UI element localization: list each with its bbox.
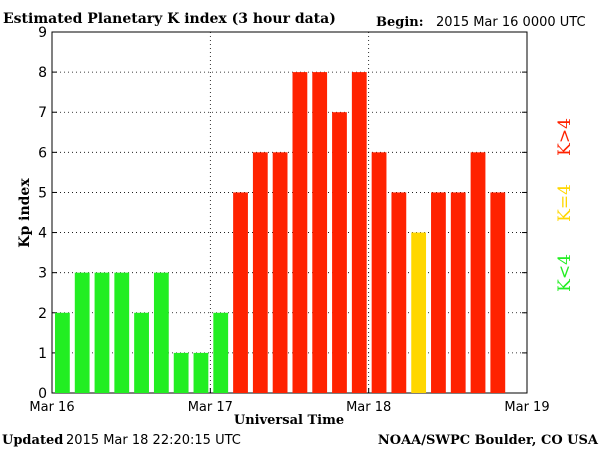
bar bbox=[450, 192, 466, 393]
updated-value: 2015 Mar 18 22:20:15 UTC bbox=[66, 433, 241, 448]
bar bbox=[213, 312, 229, 393]
x-tick-label: Mar 19 bbox=[504, 400, 549, 415]
y-tick-label: 5 bbox=[38, 185, 47, 201]
x-tick-label: Mar 16 bbox=[29, 400, 74, 415]
y-tick-label: 1 bbox=[38, 346, 47, 362]
y-tick-label: 6 bbox=[38, 145, 47, 161]
y-tick-label: 8 bbox=[38, 65, 47, 81]
bar bbox=[193, 352, 209, 393]
bar bbox=[391, 192, 407, 393]
begin-label: Begin: bbox=[376, 15, 424, 30]
y-tick-label: 0 bbox=[38, 386, 47, 402]
bar bbox=[490, 192, 506, 393]
legend-k-gt-4: K>4 bbox=[555, 118, 575, 156]
legend-k-eq-4: K=4 bbox=[555, 184, 575, 222]
bar bbox=[153, 272, 169, 393]
y-tick-label: 4 bbox=[38, 226, 47, 242]
bar bbox=[94, 272, 110, 393]
bar bbox=[431, 192, 446, 393]
bar bbox=[233, 192, 248, 393]
bar bbox=[74, 272, 90, 393]
bar bbox=[55, 312, 70, 393]
x-tick-label: Mar 17 bbox=[188, 400, 233, 415]
bar bbox=[114, 272, 130, 393]
bar bbox=[332, 112, 347, 393]
chart-title: Estimated Planetary K index (3 hour data… bbox=[3, 11, 336, 27]
y-tick-label: 3 bbox=[38, 266, 47, 282]
bar bbox=[252, 152, 268, 393]
bar bbox=[351, 72, 367, 393]
x-axis-label: Universal Time bbox=[234, 413, 344, 428]
bar bbox=[173, 352, 189, 393]
bar bbox=[371, 152, 387, 393]
y-tick-label: 2 bbox=[38, 306, 47, 322]
x-tick-label: Mar 18 bbox=[346, 400, 391, 415]
bar bbox=[470, 152, 486, 393]
y-axis-label: Kp index bbox=[17, 178, 33, 248]
bar bbox=[312, 72, 328, 393]
source-credit: NOAA/SWPC Boulder, CO USA bbox=[378, 433, 599, 448]
bar bbox=[292, 72, 308, 393]
bar bbox=[411, 232, 427, 393]
y-tick-label: 9 bbox=[38, 25, 47, 41]
plot-area: 0 1 2 3 4 5 6 7 8 9 Mar 16 Mar 17 Mar 18 Mar 19 bbox=[29, 25, 549, 415]
plot-frame bbox=[51, 31, 528, 394]
bar bbox=[134, 312, 149, 393]
bar bbox=[272, 152, 288, 393]
y-tick-label: 7 bbox=[38, 105, 47, 121]
legend-k-lt-4: K<4 bbox=[555, 254, 575, 292]
begin-value: 2015 Mar 16 0000 UTC bbox=[436, 15, 586, 30]
updated-label: Updated bbox=[2, 433, 63, 448]
